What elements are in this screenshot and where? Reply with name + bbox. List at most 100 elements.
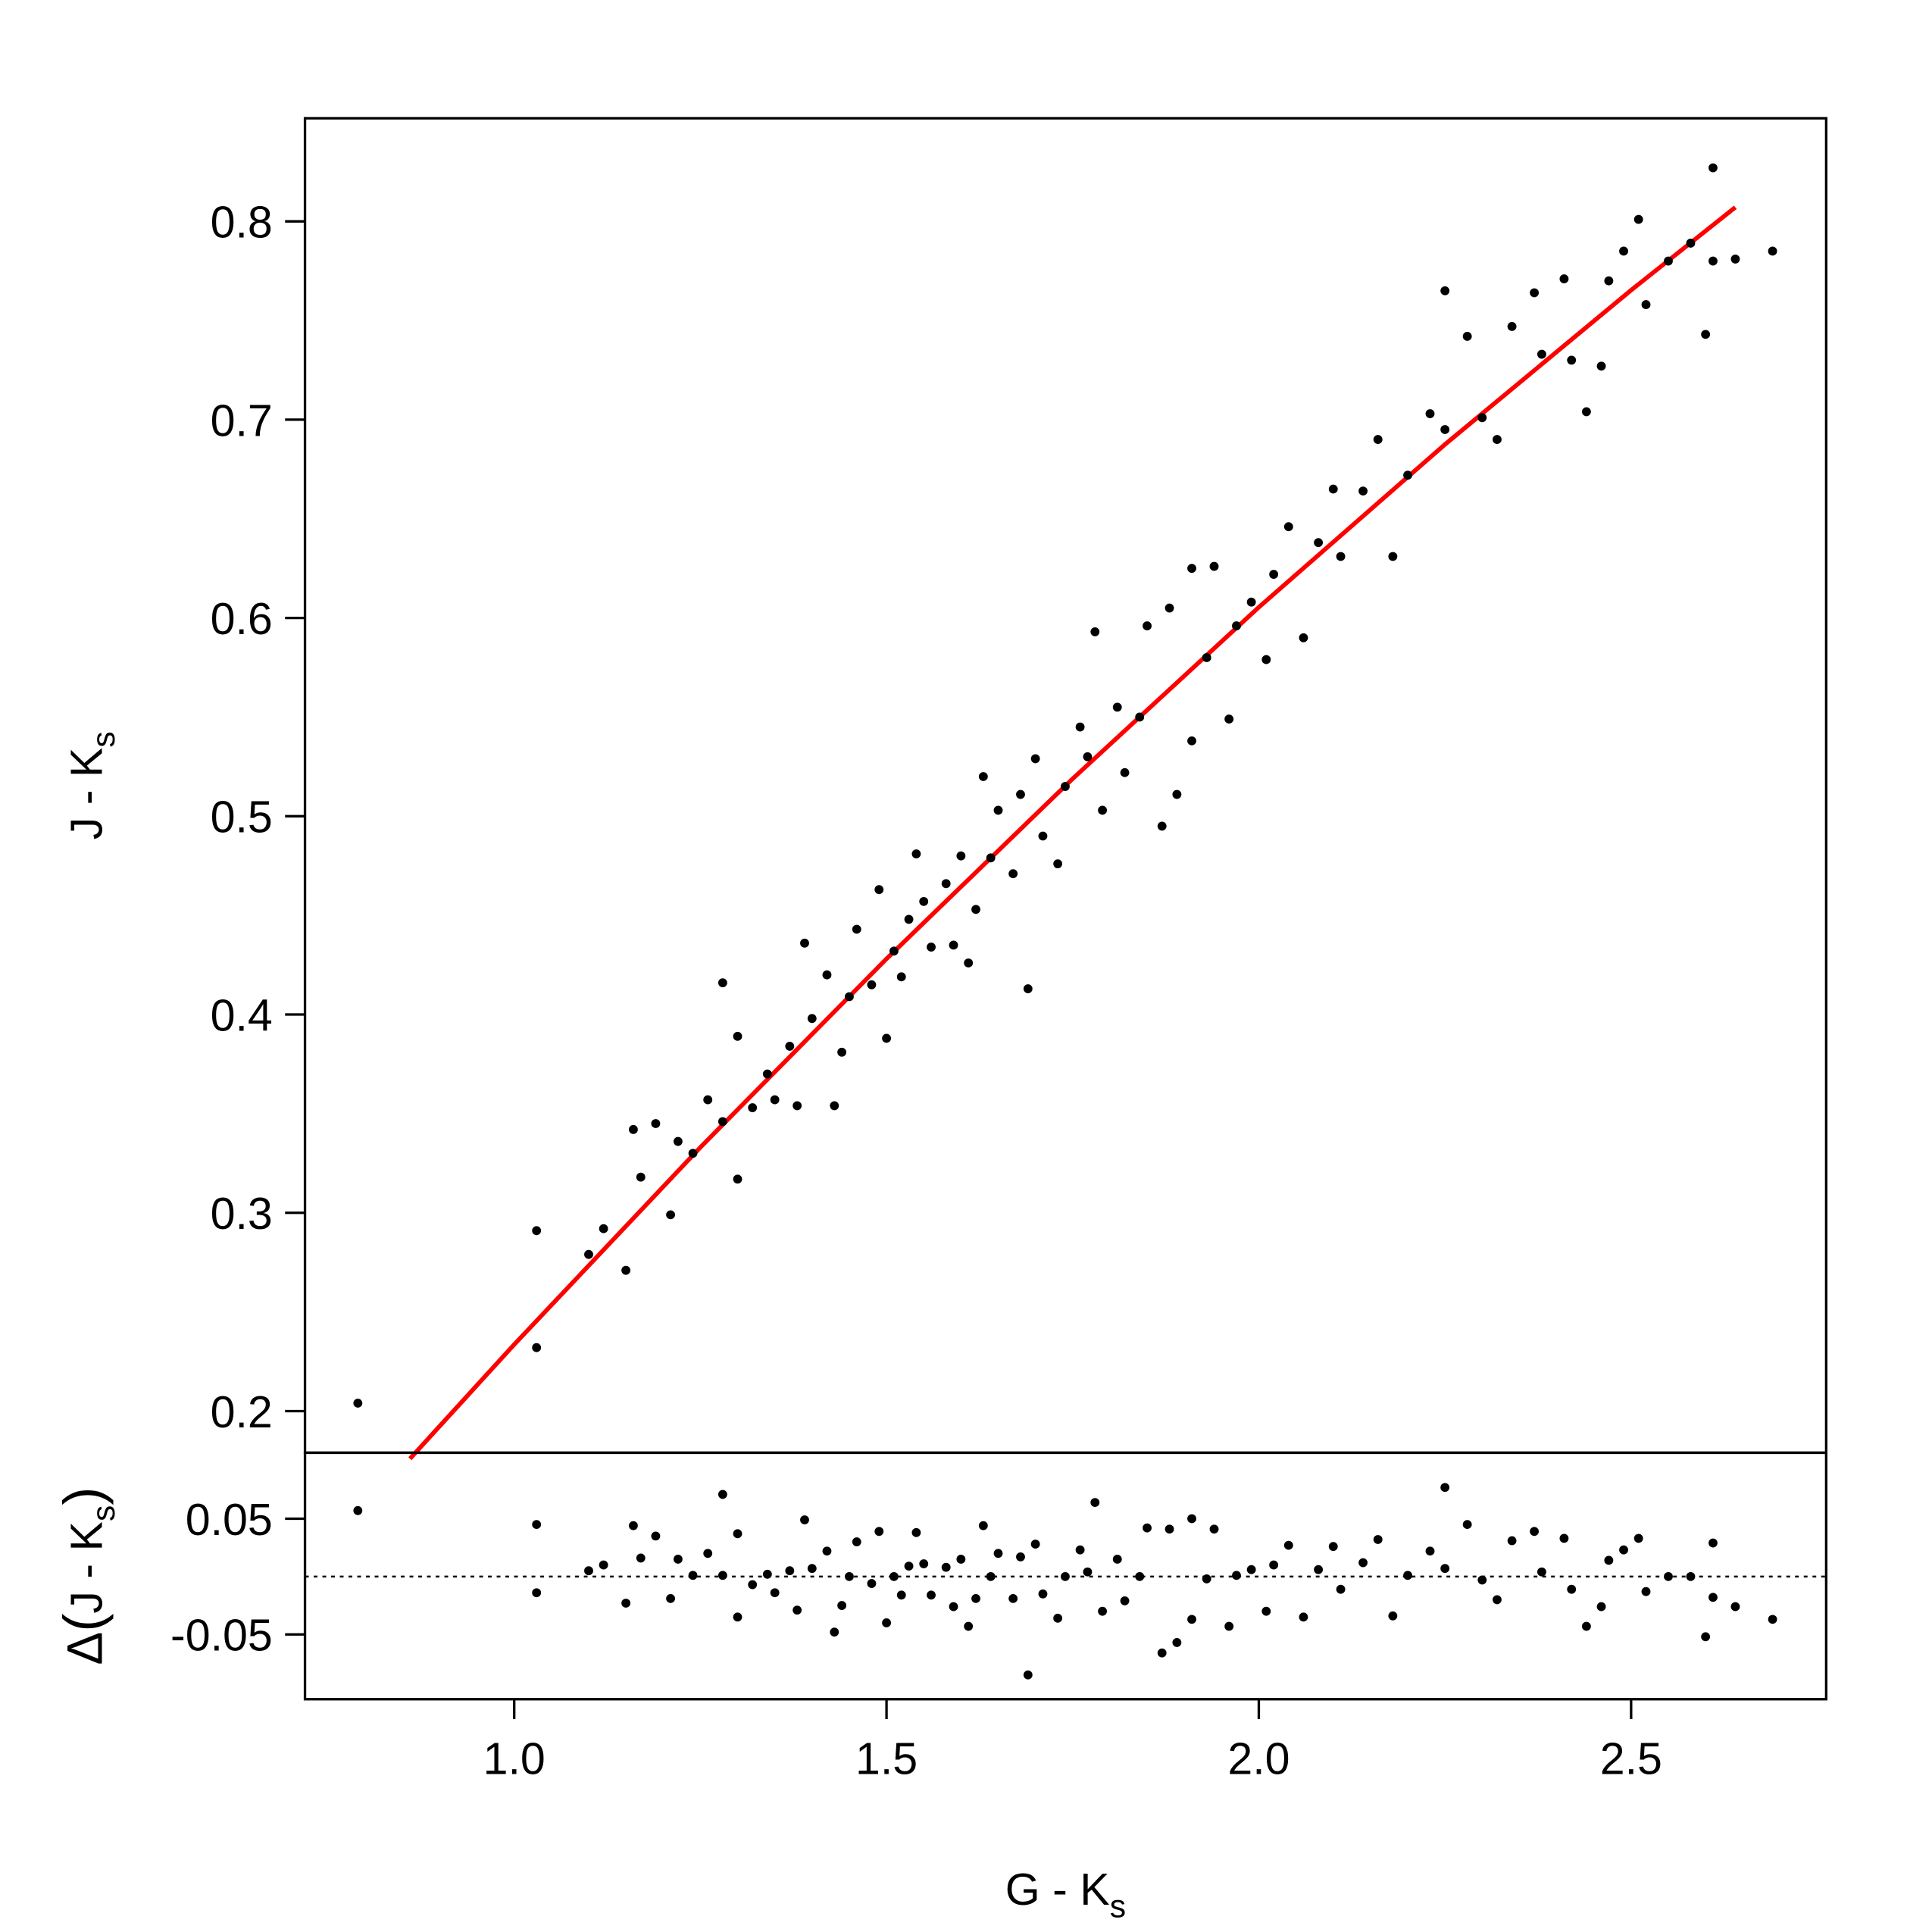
data-point [1336, 552, 1346, 561]
data-point [1708, 256, 1718, 266]
data-point [993, 1549, 1003, 1558]
data-point [949, 1602, 958, 1612]
y-label-subscript: s [86, 731, 122, 747]
data-point [1038, 831, 1048, 841]
y-tick-label: 0.3 [211, 1188, 273, 1239]
data-point [904, 1562, 914, 1571]
data-point [1686, 1571, 1696, 1581]
data-point [1403, 1571, 1412, 1580]
data-point [717, 1571, 727, 1580]
data-point [1664, 1571, 1673, 1581]
data-point [889, 1571, 899, 1581]
data-point [1008, 1593, 1018, 1603]
data-point [889, 946, 899, 956]
y-tick-label: 0.4 [211, 989, 273, 1040]
data-point [971, 905, 980, 914]
data-point [748, 1103, 758, 1112]
data-point [1314, 538, 1324, 548]
data-point [621, 1599, 631, 1608]
data-point [1120, 767, 1130, 777]
data-point [1112, 1555, 1122, 1564]
data-point [1567, 1584, 1577, 1594]
data-point [1708, 1538, 1718, 1548]
data-point [785, 1041, 795, 1051]
data-point [629, 1521, 638, 1530]
data-point [1537, 1567, 1546, 1577]
data-point [822, 970, 832, 980]
data-point [1768, 246, 1777, 256]
data-point [1299, 633, 1308, 642]
data-point [1641, 300, 1651, 310]
data-point [673, 1136, 683, 1146]
data-point [882, 1033, 892, 1043]
y-tick-label: 0.8 [211, 197, 273, 248]
data-point [1120, 1596, 1130, 1605]
data-point [1633, 214, 1643, 224]
data-point [599, 1560, 608, 1570]
data-point [666, 1593, 675, 1603]
data-point [1023, 1670, 1033, 1680]
data-point [1507, 1536, 1517, 1546]
residual-y-axis-label: Δ(J - Ks) [54, 1487, 122, 1665]
data-point [1135, 1571, 1145, 1581]
data-point [1023, 984, 1033, 993]
data-point [532, 1226, 542, 1236]
data-point [621, 1265, 631, 1275]
data-point [964, 1621, 974, 1631]
y-tick-label: 0.6 [211, 593, 273, 644]
data-point [1232, 1571, 1241, 1580]
data-point [845, 1571, 854, 1581]
data-point [636, 1553, 646, 1563]
data-point [636, 1172, 646, 1182]
data-point [1440, 1483, 1450, 1493]
x-tick-label: 2.5 [1600, 1733, 1662, 1784]
data-point [971, 1593, 980, 1603]
data-point [1187, 736, 1196, 746]
data-point [1530, 288, 1540, 298]
data-point [1112, 702, 1122, 712]
data-point [807, 1014, 817, 1024]
data-point [1493, 1595, 1502, 1605]
data-point [688, 1571, 698, 1580]
y-tick-label: 0.5 [211, 792, 273, 843]
data-point [1202, 1574, 1211, 1583]
data-point [1209, 1524, 1219, 1534]
data-point [703, 1095, 713, 1105]
data-point [1246, 1565, 1256, 1574]
data-point [978, 772, 988, 781]
data-point [852, 1537, 861, 1546]
data-point [1075, 722, 1085, 732]
data-point [896, 1590, 906, 1600]
data-point [1537, 349, 1546, 359]
data-point [1261, 1606, 1271, 1616]
data-point [1425, 1546, 1435, 1556]
data-point [1358, 1558, 1368, 1568]
data-point [1030, 1540, 1040, 1549]
data-point [830, 1101, 839, 1111]
data-point [733, 1174, 742, 1184]
data-point [651, 1119, 661, 1128]
data-point [941, 1562, 951, 1572]
data-point [1440, 425, 1450, 434]
data-point [1135, 712, 1145, 722]
data-point [1619, 246, 1628, 256]
data-point [904, 914, 914, 924]
data-point [896, 972, 906, 982]
data-point [1328, 484, 1338, 494]
data-point [717, 1117, 727, 1127]
data-point [837, 1047, 847, 1057]
data-point [1083, 752, 1093, 761]
data-point [1730, 254, 1740, 264]
data-point [956, 851, 966, 861]
data-point [1232, 621, 1241, 630]
data-point [993, 805, 1003, 815]
data-point [1328, 1542, 1338, 1552]
data-point [964, 958, 974, 968]
data-point [673, 1555, 683, 1564]
data-point [792, 1605, 802, 1615]
data-point [1090, 1498, 1100, 1508]
data-point [837, 1601, 847, 1610]
y-tick-label: 0.2 [211, 1386, 273, 1437]
data-point [532, 1588, 542, 1598]
data-point [867, 980, 877, 989]
